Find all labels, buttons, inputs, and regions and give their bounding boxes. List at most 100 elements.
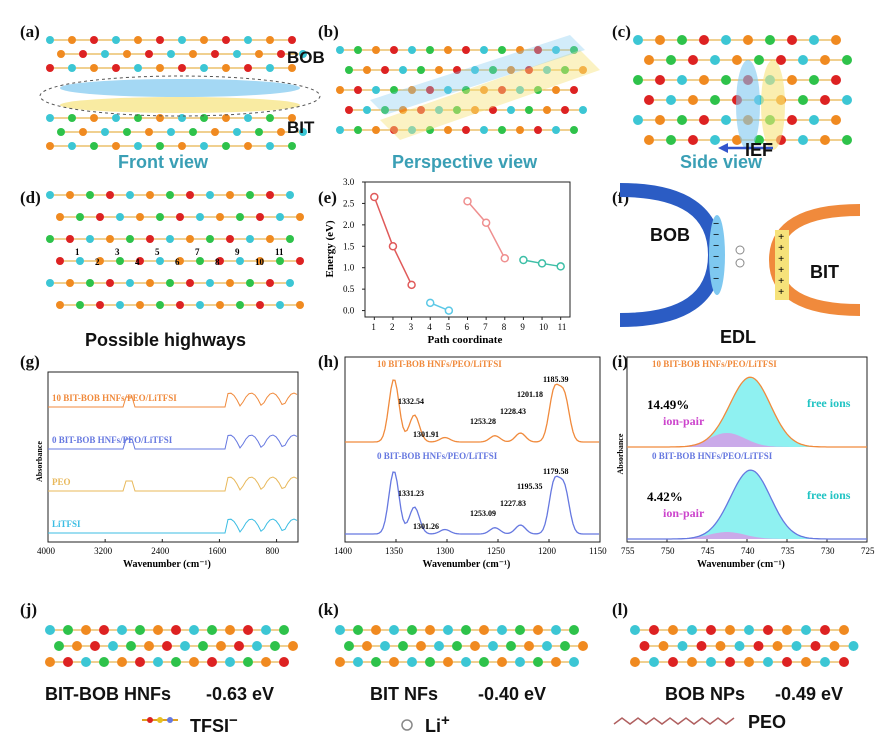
site-number: 4: [135, 257, 140, 267]
x-axis-label: Path coordinate: [428, 334, 503, 346]
bob-label: BOB: [287, 48, 325, 67]
series-line: [466, 200, 506, 259]
site-number: 5: [155, 247, 160, 257]
panel-c-letter: (c): [612, 22, 631, 41]
site-number: 7: [195, 247, 200, 257]
series-label: 10 BIT-BOB HNFs/PEO/LiTFSI: [652, 359, 777, 369]
ion-pair-label: ion-pair: [663, 506, 705, 520]
peak-label: 1227.83: [500, 499, 526, 508]
x-tick-label: 2400: [151, 546, 170, 556]
peo-chain-icon: [613, 717, 735, 725]
x-tick-label: 1300: [436, 546, 455, 556]
x-tick-label: 3: [409, 322, 414, 332]
y-tick-label: 1.5: [343, 241, 355, 251]
panel-g-letter: (g): [20, 352, 40, 371]
x-tick-label: 7: [483, 322, 488, 332]
ion-pair-area: [627, 433, 867, 447]
series-label: 0 BIT-BOB HNFs/PEO/LiTFSI: [377, 451, 498, 461]
x-tick-label: 1250: [487, 546, 506, 556]
site-number: 3: [115, 247, 120, 257]
data-point: [500, 254, 510, 263]
y-axis-label: Energy (eV): [324, 220, 336, 277]
spectrum-line: [48, 434, 298, 450]
svg-text:+: +: [778, 242, 784, 254]
x-tick-label: 730: [821, 546, 835, 556]
peak-label: 1301.91: [413, 430, 439, 439]
panel-a-letter: (a): [20, 22, 40, 41]
x-axis-label: Wavenumber (cm⁻¹): [423, 559, 511, 570]
x-tick-label: 1350: [385, 546, 404, 556]
f-bit-label: BIT: [810, 262, 839, 282]
x-tick-label: 1400: [334, 546, 353, 556]
tfsi-legend: TFSI−: [190, 712, 238, 737]
free-ion-area: [627, 470, 867, 539]
x-tick-label: 6: [465, 322, 470, 332]
peak-label: 1253.28: [470, 417, 496, 426]
l-energy: -0.49 eV: [775, 684, 844, 704]
panel-i-letter: (i): [612, 352, 629, 371]
li-label: Li: [425, 716, 441, 736]
data-point: [388, 242, 398, 251]
free-ion-area: [627, 377, 867, 447]
data-point: [556, 262, 565, 271]
site-number: 2: [95, 257, 100, 267]
data-point: [425, 298, 435, 308]
data-point: [370, 192, 379, 202]
x-tick-label: 755: [621, 546, 635, 556]
svg-text:−: −: [713, 218, 719, 230]
tfsi-label: TFSI: [190, 716, 229, 736]
site-number: 11: [275, 247, 284, 257]
peak-label: 1253.09: [470, 509, 496, 518]
spectrum-line: [48, 392, 298, 408]
y-tick-label: 0.0: [343, 306, 355, 316]
x-tick-label: 1600: [208, 546, 227, 556]
energy-path-chart: 1 2 3 4 5 6 7 8 9 10 11 0.0 0.5 1.0 1.5 2.0 2.5 3.0 Path c…: [324, 177, 571, 346]
x-tick-label: 800: [266, 546, 280, 556]
site-number: 8: [215, 257, 220, 267]
l-name: BOB NPs: [665, 684, 746, 704]
peak-label: 1201.18: [517, 390, 543, 399]
x-axis-label: Wavenumber (cm⁻¹): [697, 559, 785, 570]
spectrum-line: [48, 476, 298, 492]
panel-k-letter: (k): [318, 600, 339, 619]
panel-h-letter: (h): [318, 352, 339, 371]
x-tick-label: 735: [781, 546, 795, 556]
panel-e-letter: (e): [318, 188, 337, 207]
li-charge: +: [441, 712, 450, 729]
y-tick-label: 3.0: [343, 177, 355, 187]
y-tick-label: 1.0: [343, 263, 355, 273]
li-legend: Li+: [425, 712, 450, 737]
svg-text:−: −: [713, 262, 719, 274]
series-label: 10 BIT-BOB HNFs/PEO/LiTFSI: [377, 359, 502, 369]
svg-text:−: −: [713, 251, 719, 263]
data-point: [407, 280, 416, 290]
x-axis-label: Wavenumber (cm⁻¹): [123, 559, 211, 570]
x-tick-label: 5: [446, 322, 451, 332]
x-tick-label: 11: [558, 322, 567, 332]
svg-text:+: +: [778, 264, 784, 276]
tfsi-charge: −: [229, 712, 238, 729]
panel-l-structure: [630, 625, 859, 667]
x-tick-label: 740: [741, 546, 755, 556]
peo-legend: PEO: [748, 712, 787, 732]
x-tick-label: 750: [661, 546, 675, 556]
data-point: [537, 259, 547, 268]
x-tick-label: 3200: [94, 546, 113, 556]
series-label: 0 BIT-BOB HNFs/PEO/LiTFSI: [52, 435, 173, 445]
x-tick-label: 1: [371, 322, 376, 332]
x-tick-label: 1200: [538, 546, 557, 556]
data-point: [463, 197, 472, 206]
k-name: BIT NFs: [370, 684, 439, 704]
plot-frame: [47, 371, 299, 543]
site-number: 9: [235, 247, 240, 257]
panel-f-edl-diagram: −−−−−− ++++++: [619, 183, 861, 327]
j-energy: -0.63 eV: [206, 684, 275, 704]
series-label: PEO: [52, 477, 71, 487]
peak-label: 1185.39: [543, 375, 569, 384]
series-label: 0 BIT-BOB HNFs/PEO/LiTFSI: [652, 451, 773, 461]
series-line: [373, 196, 413, 286]
ftir-full-chart: 4000 3200 2400 1600 800 Wavenumber (cm⁻¹) Abso…: [35, 371, 299, 570]
free-ions-label: free ions: [807, 488, 851, 502]
x-tick-label: 10: [539, 322, 549, 332]
peak-label: 1179.58: [543, 467, 569, 476]
